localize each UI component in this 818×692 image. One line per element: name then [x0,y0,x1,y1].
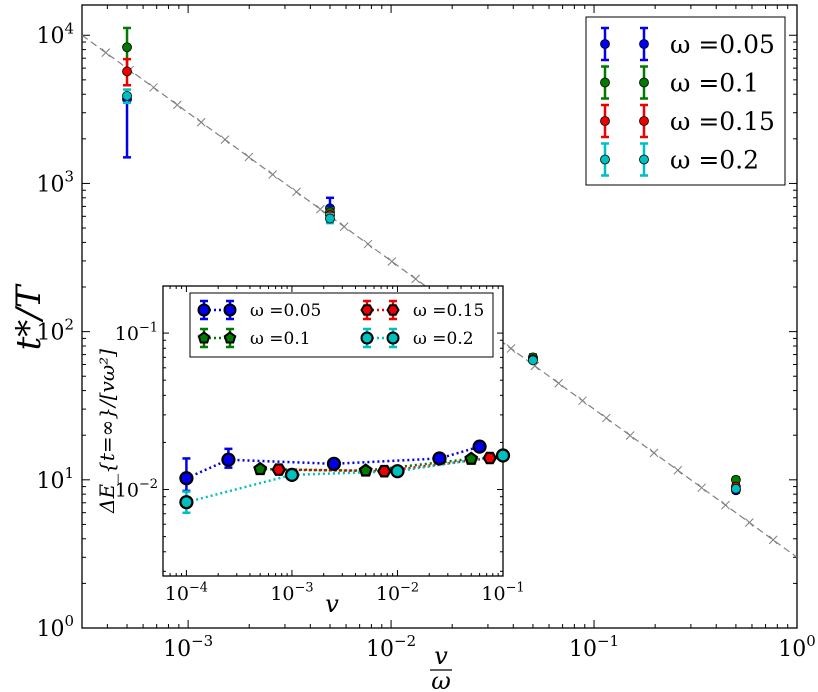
inset-legend-marker [386,331,400,345]
inset-data-point [271,463,287,476]
inset-data-point [482,451,498,465]
inset-y-tick-label: 10−2 [115,477,158,502]
inset-x-label: v [325,590,339,618]
inset-data-point [495,448,511,463]
main-y-tick-label: 100 [36,612,74,642]
inset-legend-label: ω =0.1 [250,329,311,349]
inset-data-point [179,471,194,486]
legend-marker [600,77,610,88]
inset-data-point [221,452,236,467]
main-y-tick-label: 102 [36,316,74,346]
fit-line-marker [196,117,206,127]
fit-line-marker [387,257,397,266]
legend-label: ω =0.05 [670,30,775,59]
inset-legend-marker [360,304,374,316]
inset-legend [189,292,494,358]
inset-legend-marker [386,304,400,316]
legend-marker [639,154,649,165]
legend-label: ω =0.2 [670,146,759,175]
main-data-point [325,213,335,224]
inset-legend-label: ω =0.2 [413,329,474,349]
fit-line-marker [149,83,158,92]
fit-line-marker [744,518,754,527]
fit-line-marker [649,448,659,458]
inset-legend-marker [197,331,211,344]
main-data-point [122,90,132,101]
inset-data-point [253,461,268,476]
fit-line-marker [220,135,230,145]
inset-data-point [390,464,405,479]
legend-label: ω =0.1 [670,69,759,98]
fit-line-marker [554,378,564,388]
fit-line-marker [673,465,683,475]
inset-y-label: ΔE_{t=∞}/[vω²] [95,349,119,514]
main-legend [585,16,786,186]
main-y-label: t*/T [9,283,49,350]
fit-line-marker [244,152,254,162]
legend-marker [600,154,610,165]
fit-line-marker [721,500,730,510]
main-x-label-numerator: v [434,642,448,670]
main-x-tick-label: 10−2 [366,632,416,662]
main-data-point [122,66,132,77]
legend-marker [600,116,610,126]
inset-legend-marker [197,303,211,317]
inset-x-tick-label: 10−2 [376,580,419,605]
fit-line-marker [768,535,778,545]
inset-data-point [179,495,194,510]
inset-legend-marker [223,303,237,317]
legend-marker [639,116,649,126]
fit-line-marker [101,48,111,58]
main-data-point [122,42,132,53]
inset-data-point [377,464,392,478]
fit-line-marker [268,170,278,179]
inset-y-tick-label: 10−1 [115,321,158,346]
inset-data-point [472,439,487,454]
main-y-tick-label: 101 [36,464,74,494]
fit-line-marker [697,483,707,493]
inset-x-tick-label: 10−4 [165,580,208,605]
inset-legend-marker [223,331,237,344]
main-x-tick-label: 10−3 [163,632,213,662]
fit-line-marker [339,222,349,232]
fit-line-marker [411,274,421,284]
inset-data-point [464,451,479,465]
legend-marker [639,39,649,49]
main-x-tick-label: 10−1 [569,632,619,662]
fit-line-marker [172,100,182,110]
inset-data-point [432,451,447,466]
inset-chart: 10−4 10−3 10−2 10−1 10−2 10−1 ω =0.05 ω =0.15 ω … [95,285,525,618]
inset-data-point [326,456,342,471]
inset-data-point [358,463,373,477]
inset-legend-label: ω =0.15 [413,301,484,321]
fit-line-marker [601,413,611,423]
fit-line-marker [292,187,301,197]
fit-line-marker [363,239,373,249]
inset-legend-marker [360,331,374,345]
main-y-tick-label: 104 [36,19,74,49]
legend-label: ω =0.15 [670,107,775,136]
legend-marker [639,77,649,88]
fit-line-marker [315,204,325,214]
main-data-point [731,483,741,494]
main-data-point [528,355,538,366]
inset-legend-label: ω =0.05 [250,301,321,321]
fit-line-marker [578,396,587,406]
inset-x-tick-label: 10−1 [481,580,524,605]
fit-line-marker [506,344,516,353]
main-x-tick-label: 100 [778,632,816,662]
main-x-label-denominator: ω [431,667,451,692]
inset-series-line [186,454,504,504]
legend-marker [600,39,610,49]
main-y-tick-label: 103 [36,168,74,198]
fit-line-marker [625,431,635,440]
inset-data-point [284,467,300,483]
inset-x-tick-label: 10−3 [270,580,313,605]
